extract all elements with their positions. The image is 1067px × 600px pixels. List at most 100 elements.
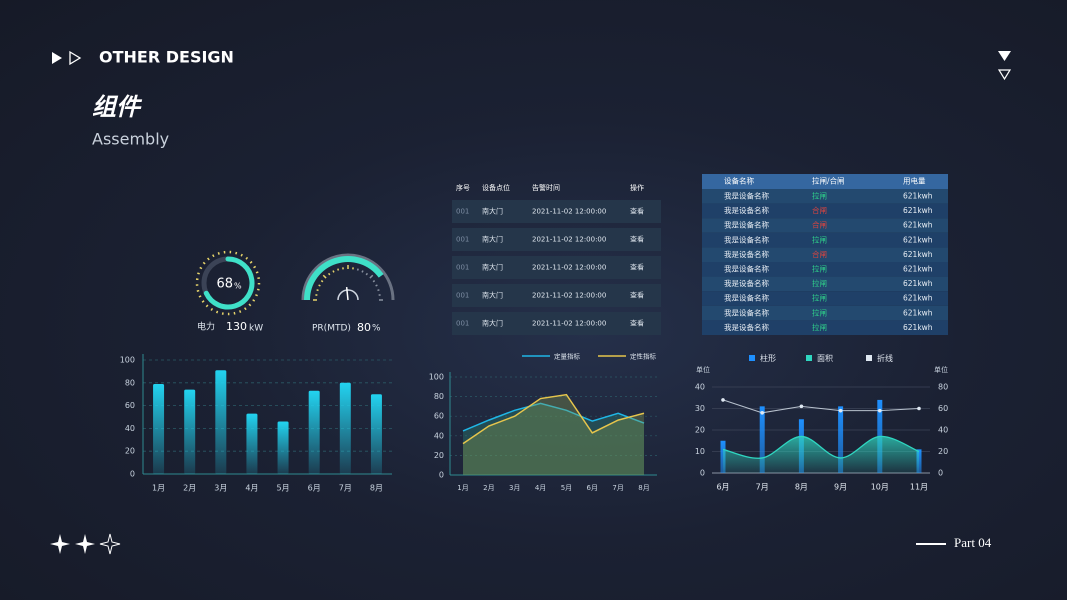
table-cell: 南大门: [482, 319, 503, 328]
table-cell: 621kwh: [903, 265, 933, 274]
legend-label: 折线: [877, 353, 893, 363]
gauge-hub: [337, 289, 359, 301]
table-cell: 我是设备名称: [724, 293, 769, 303]
table-cell: 查看: [630, 263, 644, 272]
gauge-label: 电力: [197, 321, 215, 333]
gauge-value: 80: [357, 321, 371, 334]
y-tick-label: 20: [434, 451, 444, 460]
legend-label: 定量指标: [554, 352, 581, 361]
deco-triangle: [52, 52, 62, 64]
x-tick-label: 9月: [834, 483, 847, 492]
gauge-tick: [318, 284, 321, 287]
x-tick-label: 4月: [245, 484, 258, 493]
gauge-tick: [375, 284, 378, 287]
table-cell: 621kwh: [903, 192, 933, 201]
area: [723, 436, 919, 473]
gauge-tick: [322, 274, 327, 279]
y-tick-label: 60: [125, 401, 135, 410]
line-point: [760, 411, 764, 415]
table-cell: 拉闸: [812, 307, 827, 317]
gauge-tick: [365, 272, 369, 276]
table-cell: 2021-11-02 12:00:00: [532, 264, 606, 272]
table-cell: 001: [456, 292, 469, 300]
legend-swatch: [806, 355, 812, 361]
bar: [370, 394, 382, 474]
y-tick-label: 80: [434, 392, 444, 401]
table-cell: 621kwh: [903, 250, 933, 259]
x-tick-label: 8月: [795, 483, 808, 492]
table-cell: 001: [456, 236, 469, 244]
x-tick-label: 4月: [535, 484, 546, 492]
table-cell: 我是设备名称: [724, 220, 769, 230]
bar: [277, 421, 289, 474]
x-tick-label: 6月: [308, 484, 321, 493]
line-point: [799, 404, 804, 409]
table-row: [702, 189, 948, 204]
y-tick-label: 0: [130, 470, 135, 479]
table-cell: 621kwh: [903, 294, 933, 303]
deco-triangle: [998, 51, 1011, 61]
table-cell: 621kwh: [903, 206, 933, 215]
page-subtitle: Assembly: [92, 130, 169, 149]
gauge-value: 68: [216, 277, 233, 292]
table-row: [702, 262, 948, 277]
table-row: [702, 247, 948, 262]
table-row: [702, 291, 948, 306]
x-tick-label: 1月: [152, 484, 165, 493]
y2-axis-label: 单位: [934, 365, 948, 374]
gauge-tick: [372, 279, 376, 283]
bar: [215, 370, 227, 474]
table-row: [702, 276, 948, 292]
table-cell: 2021-11-02 12:00:00: [532, 208, 606, 216]
deco-triangle: [69, 50, 82, 66]
legend-swatch: [866, 355, 872, 361]
table-cell: 南大门: [482, 263, 503, 272]
table-cell: 621kwh: [903, 323, 933, 332]
table-cell: 查看: [630, 207, 644, 216]
y-tick-label: 60: [434, 412, 444, 421]
x-tick-label: 6月: [716, 483, 729, 492]
legend-label: 柱形: [760, 353, 776, 363]
table-cell: 2021-11-02 12:00:00: [532, 236, 606, 244]
x-tick-label: 5月: [561, 484, 572, 492]
table-cell: 我是设备名称: [724, 249, 769, 259]
y-tick-label: 40: [938, 426, 948, 435]
table-header: 设备点位: [482, 183, 510, 192]
x-tick-label: 8月: [638, 484, 649, 492]
line: [722, 399, 920, 414]
line: [462, 402, 645, 432]
table-row: [702, 203, 948, 219]
y-tick-label: 60: [938, 404, 948, 413]
y-tick-label: 80: [125, 378, 135, 387]
bar: [184, 389, 196, 474]
part-label: Part 04: [954, 535, 992, 550]
y-tick-label: 0: [700, 469, 705, 478]
y-tick-label: 0: [439, 471, 444, 480]
gauge-reading: 130: [226, 320, 247, 333]
table-cell: 001: [456, 264, 469, 272]
table-row: [452, 200, 661, 223]
page-title: 组件: [92, 93, 143, 121]
table-header: 序号: [456, 183, 470, 192]
table-row: [702, 232, 948, 248]
legend-label: 定性指标: [630, 352, 657, 361]
x-tick-label: 2月: [483, 484, 494, 492]
x-tick-label: 11月: [910, 483, 928, 492]
table-cell: 我是设备名称: [724, 264, 769, 274]
x-tick-label: 2月: [183, 484, 196, 493]
y-tick-label: 30: [695, 404, 705, 413]
area: [463, 403, 644, 475]
gauge-label: PR(MTD): [312, 324, 351, 334]
legend-label: 面积: [817, 353, 833, 363]
table-header: 用电量: [903, 176, 926, 186]
bar: [838, 406, 844, 473]
y-tick-label: 100: [429, 373, 444, 382]
y-tick-label: 40: [695, 383, 705, 392]
x-tick-label: 5月: [277, 484, 290, 493]
table-cell: 南大门: [482, 291, 503, 300]
deco-triangle: [997, 69, 1012, 81]
bar: [339, 382, 351, 474]
table-cell: 南大门: [482, 235, 503, 244]
gauge-tick: [356, 268, 359, 271]
